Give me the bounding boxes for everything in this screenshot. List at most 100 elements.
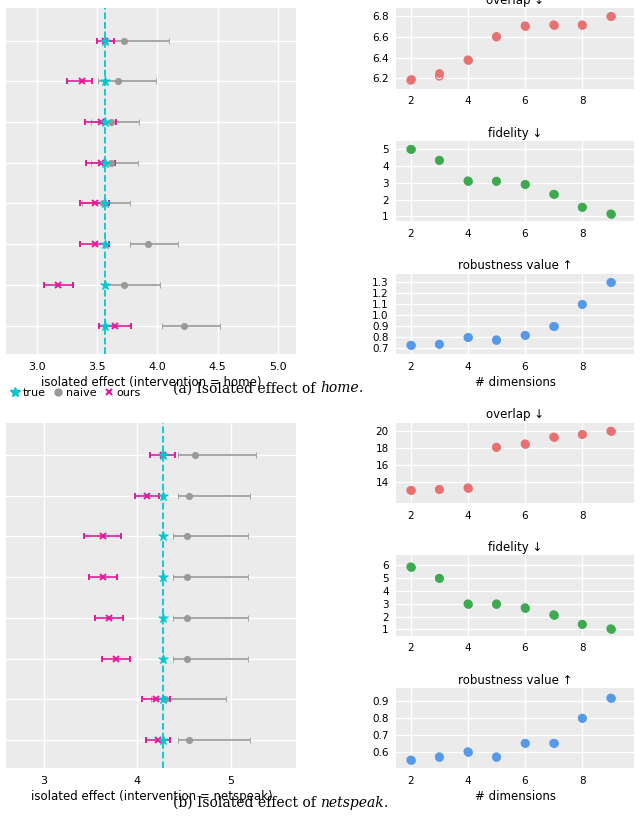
Title: fidelity ↓: fidelity ↓ <box>488 127 542 140</box>
Point <box>605 622 616 635</box>
Point <box>434 154 444 167</box>
Point <box>520 601 530 614</box>
Point <box>492 174 502 188</box>
Point <box>157 652 168 665</box>
Point <box>520 601 530 614</box>
Point <box>492 597 502 611</box>
Point <box>520 437 530 450</box>
Point <box>406 338 416 351</box>
X-axis label: isolated effect (intervention = netspeak): isolated effect (intervention = netspeak… <box>31 790 272 803</box>
Point <box>548 608 559 621</box>
Point <box>434 337 444 351</box>
Point <box>406 753 416 766</box>
Point <box>406 484 416 497</box>
Point <box>548 18 559 31</box>
Point <box>605 207 616 221</box>
Point <box>434 750 444 763</box>
Point <box>605 10 616 23</box>
Point <box>548 737 559 750</box>
Point <box>492 440 502 453</box>
Point <box>463 745 473 758</box>
Point <box>463 597 473 611</box>
Point <box>548 737 559 750</box>
Point <box>548 608 559 621</box>
Point <box>492 174 502 188</box>
Point <box>520 737 530 750</box>
Point <box>548 430 559 444</box>
X-axis label: # dimensions: # dimensions <box>474 790 556 803</box>
Point <box>157 530 168 543</box>
Point <box>100 156 111 170</box>
Point <box>605 276 616 289</box>
Point <box>577 18 588 31</box>
Point <box>157 570 168 584</box>
Title: robustness value ↑: robustness value ↑ <box>458 674 572 686</box>
Point <box>577 617 588 630</box>
Text: (a) Isolated effect of: (a) Isolated effect of <box>173 381 320 395</box>
Point <box>463 745 473 758</box>
Point <box>406 484 416 497</box>
Point <box>605 207 616 221</box>
Point <box>577 201 588 214</box>
Point <box>520 328 530 342</box>
Point <box>434 572 444 585</box>
Point <box>492 597 502 611</box>
Point <box>520 19 530 32</box>
Point <box>463 174 473 188</box>
Text: .: . <box>383 796 388 810</box>
Point <box>492 750 502 763</box>
Point <box>548 188 559 201</box>
Point <box>548 18 559 31</box>
Title: fidelity ↓: fidelity ↓ <box>488 541 542 554</box>
Point <box>492 750 502 763</box>
Point <box>100 238 111 251</box>
Point <box>463 53 473 67</box>
Point <box>463 331 473 344</box>
Point <box>100 35 111 48</box>
Point <box>406 142 416 156</box>
Point <box>434 337 444 351</box>
Title: overlap ↓: overlap ↓ <box>486 408 544 421</box>
Point <box>157 489 168 502</box>
X-axis label: isolated effect (intervention = home): isolated effect (intervention = home) <box>41 376 262 388</box>
Point <box>492 30 502 44</box>
Point <box>157 733 168 746</box>
Point <box>463 53 473 67</box>
Title: robustness value ↑: robustness value ↑ <box>458 259 572 272</box>
Point <box>100 278 111 291</box>
Point <box>434 67 444 80</box>
Point <box>406 72 416 86</box>
Point <box>577 428 588 441</box>
Point <box>434 483 444 496</box>
Point <box>100 197 111 210</box>
Point <box>492 30 502 43</box>
Point <box>463 481 473 495</box>
Title: overlap ↓: overlap ↓ <box>486 0 544 7</box>
Point <box>520 178 530 191</box>
Point <box>548 188 559 201</box>
Point <box>463 174 473 188</box>
Point <box>577 298 588 311</box>
Point <box>605 10 616 23</box>
Point <box>520 19 530 32</box>
Point <box>406 753 416 766</box>
Point <box>463 331 473 344</box>
Point <box>520 737 530 750</box>
Point <box>157 611 168 625</box>
Point <box>492 440 502 453</box>
Point <box>406 74 416 87</box>
Point <box>100 319 111 332</box>
Point <box>492 333 502 346</box>
Point <box>434 750 444 763</box>
Point <box>577 18 588 31</box>
Point <box>605 425 616 438</box>
Point <box>577 428 588 441</box>
Point <box>548 320 559 333</box>
Point <box>100 115 111 128</box>
Point <box>406 338 416 351</box>
Point <box>605 691 616 704</box>
Text: (b) Isolated effect of: (b) Isolated effect of <box>173 796 320 810</box>
Point <box>548 430 559 444</box>
Point <box>605 425 616 438</box>
Point <box>463 597 473 611</box>
